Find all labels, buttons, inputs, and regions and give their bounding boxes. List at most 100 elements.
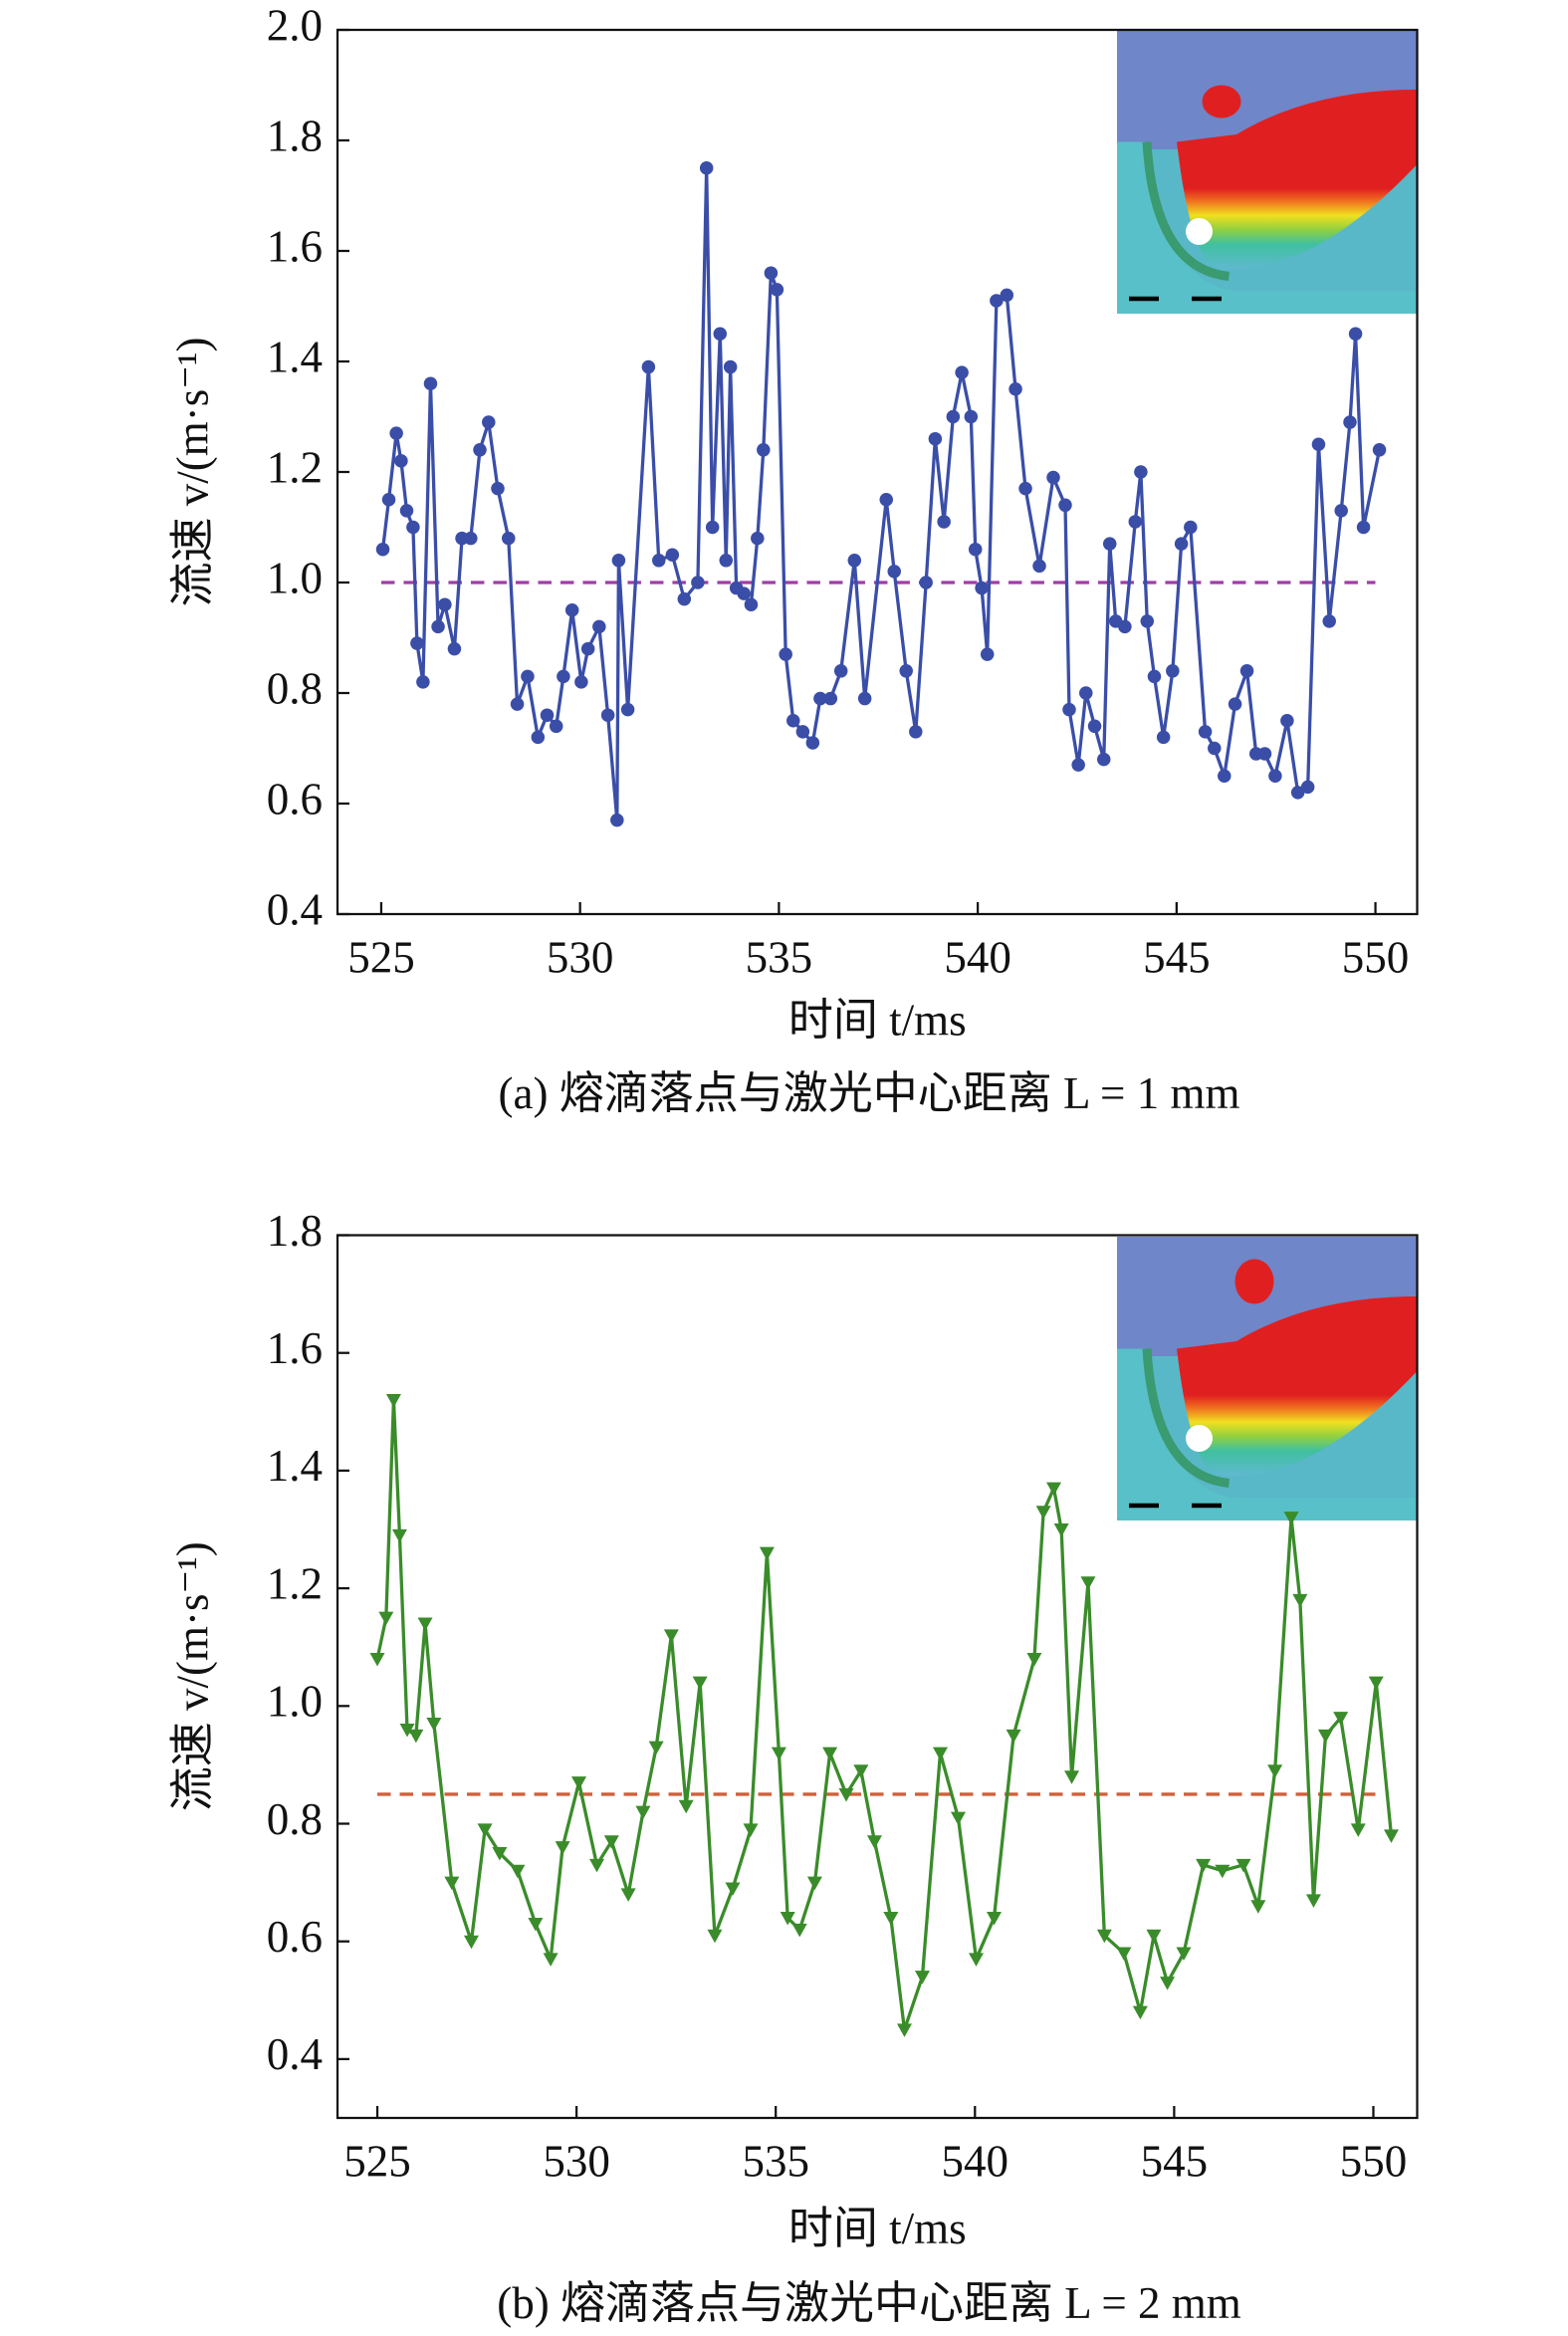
y-tick-label: 0.4 [267,2029,323,2079]
x-tick-label: 545 [1141,2136,1209,2186]
y-tick-label: 1.6 [267,221,323,271]
y-tick-label: 1.0 [267,1677,323,1727]
marker [1208,741,1222,756]
marker [610,813,624,827]
marker [1026,1653,1042,1667]
marker [896,2023,912,2037]
marker [1322,614,1336,628]
marker [1008,382,1022,396]
marker [438,597,452,611]
marker [1196,1858,1212,1873]
marker [1102,537,1117,551]
marker [531,730,546,745]
marker [571,1776,587,1790]
marker [463,1935,479,1950]
marker [580,641,595,656]
marker [937,515,951,529]
marker [919,576,933,589]
y-tick-label: 1.4 [267,1441,323,1491]
y-tick-label: 0.8 [267,1794,323,1844]
x-axis-label: 时间 t/ms [788,2204,967,2253]
marker [725,1882,741,1897]
x-tick-label: 525 [347,932,415,982]
marker [620,1888,636,1902]
x-tick-label: 550 [1342,932,1410,982]
x-tick-label: 535 [746,932,813,982]
marker [1257,747,1272,761]
marker [603,1835,619,1849]
marker [791,1923,807,1938]
marker [502,531,516,546]
marker [1058,498,1072,513]
marker [635,1805,651,1820]
marker [1356,520,1371,535]
marker [887,565,901,579]
marker [389,426,403,440]
marker [385,1393,401,1408]
marker [744,597,759,611]
marker [1292,1593,1308,1608]
marker [1079,686,1093,700]
marker [691,576,705,589]
y-tick-label: 1.0 [267,553,323,602]
marker [853,1764,869,1778]
marker [1176,1947,1192,1962]
marker [928,431,943,446]
caption: (a) 熔滴落点与激光中心距离 L = 1 mm [499,1068,1240,1118]
marker [663,1629,679,1643]
inset-b [1117,1237,1418,1520]
y-tick-label: 0.6 [267,774,323,823]
marker [847,554,862,568]
marker [641,359,656,374]
marker [1080,1576,1096,1590]
marker [1064,1770,1080,1784]
marker [932,1747,948,1761]
marker [611,554,626,568]
marker [1147,669,1162,684]
marker [600,708,615,722]
marker [883,1912,899,1926]
y-tick-label: 1.2 [267,1558,323,1608]
marker [528,1917,544,1932]
marker [1283,1512,1299,1525]
marker [447,641,462,656]
marker [1368,1676,1384,1691]
marker [426,1718,442,1732]
marker [1235,1858,1251,1873]
marker [1035,1506,1051,1519]
marker [990,294,1004,308]
marker [543,1953,559,1967]
marker [1046,1482,1062,1497]
marker [1290,786,1305,800]
marker [482,415,496,429]
marker [751,531,765,546]
marker [406,520,420,535]
marker [677,591,692,606]
data-line [380,167,1382,820]
marker [1311,437,1326,451]
x-tick-label: 540 [944,932,1011,982]
marker [1032,559,1046,574]
x-axis-label: 时间 t/ms [788,995,967,1045]
y-tick-label: 1.2 [267,442,323,492]
marker [423,376,438,390]
marker [1215,1864,1231,1879]
marker [823,691,838,706]
marker [1250,1900,1266,1914]
marker [743,1823,759,1837]
marker [1228,697,1242,711]
marker [838,1787,854,1802]
marker [707,1929,723,1944]
marker [375,542,390,557]
marker [589,1858,605,1873]
caption: (b) 熔滴落点与激光中心距离 L = 2 mm [497,2278,1240,2328]
marker [1160,1977,1176,1990]
marker [1046,470,1060,485]
marker [1116,1947,1132,1962]
x-tick-label: 550 [1340,2136,1408,2186]
marker [806,1876,822,1891]
y-tick-label: 0.4 [267,884,323,934]
marker [1140,614,1155,628]
marker [1062,702,1076,717]
marker [540,708,555,722]
